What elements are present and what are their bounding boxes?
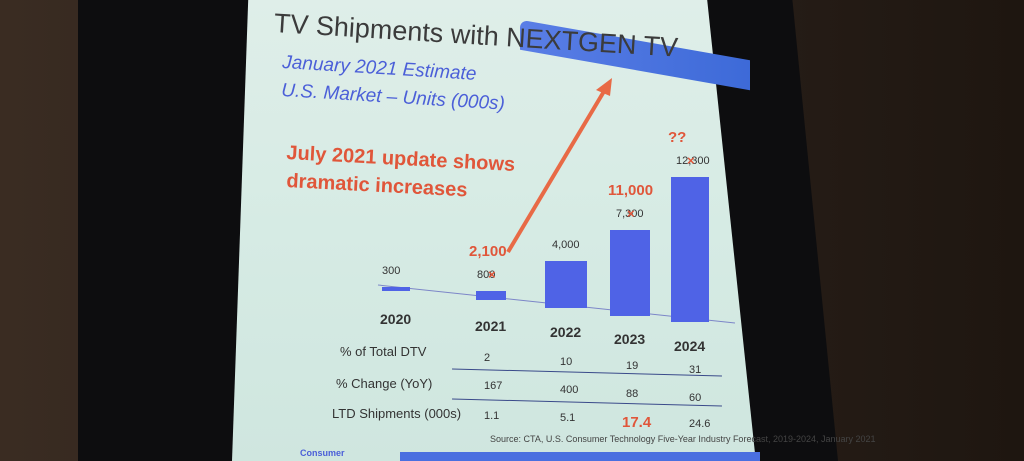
table-cell-r0-2023: 19 bbox=[626, 360, 639, 372]
source-note: Source: CTA, U.S. Consumer Technology Fi… bbox=[490, 434, 876, 444]
updated-label-2024: ?? bbox=[668, 129, 687, 146]
year-label-2023: 2023 bbox=[614, 331, 646, 347]
data-label-2022: 4,000 bbox=[552, 238, 580, 251]
data-label-2020: 300 bbox=[382, 265, 401, 277]
table-cell-r1-2021: 167 bbox=[484, 380, 503, 392]
row-label-pct-total: % of Total DTV bbox=[340, 344, 427, 359]
table-cell-r0-2024: 31 bbox=[689, 364, 702, 376]
bar-2020 bbox=[382, 287, 410, 291]
table-cell-r0-2021: 2 bbox=[484, 352, 491, 364]
table-cell-r0-2022: 10 bbox=[560, 356, 573, 368]
row-label-pct-change: % Change (YoY) bbox=[336, 376, 433, 391]
row-label-ltd-shipments: LTD Shipments (000s) bbox=[332, 406, 462, 421]
table-cell-r1-2023: 88 bbox=[626, 388, 639, 400]
bar-2022 bbox=[545, 260, 587, 308]
bar-2023 bbox=[610, 229, 650, 316]
table-cell-r2-2021: 1.1 bbox=[484, 410, 500, 422]
updated-label-2023: 11,000 bbox=[608, 181, 654, 199]
table-cell-r2-2023: 17.4 bbox=[622, 414, 652, 431]
bar-2021 bbox=[476, 290, 506, 300]
data-label-2023: 7,300 bbox=[616, 207, 644, 220]
data-label-2024: 12,300 bbox=[676, 155, 710, 167]
projected-slide bbox=[232, 0, 756, 461]
year-label-2022: 2022 bbox=[550, 324, 582, 340]
year-label-2020: 2020 bbox=[380, 311, 412, 327]
cta-logo-text: Consumer bbox=[300, 448, 345, 458]
strike-mark-2023: × bbox=[627, 205, 635, 221]
table-cell-r1-2022: 400 bbox=[560, 384, 579, 396]
year-label-2021: 2021 bbox=[475, 318, 507, 334]
slide-bottom-bar bbox=[400, 452, 760, 461]
table-cell-r1-2024: 60 bbox=[689, 392, 702, 404]
strike-mark-2024: × bbox=[687, 153, 695, 168]
data-label-2021: 800 bbox=[477, 268, 496, 281]
table-cell-r2-2024: 24.6 bbox=[689, 418, 711, 430]
year-label-2024: 2024 bbox=[674, 338, 706, 354]
table-cell-r2-2022: 5.1 bbox=[560, 412, 576, 424]
strike-mark-2021: × bbox=[488, 266, 496, 282]
updated-label-2021: 2,100 bbox=[469, 242, 507, 260]
bar-2024 bbox=[671, 177, 709, 322]
